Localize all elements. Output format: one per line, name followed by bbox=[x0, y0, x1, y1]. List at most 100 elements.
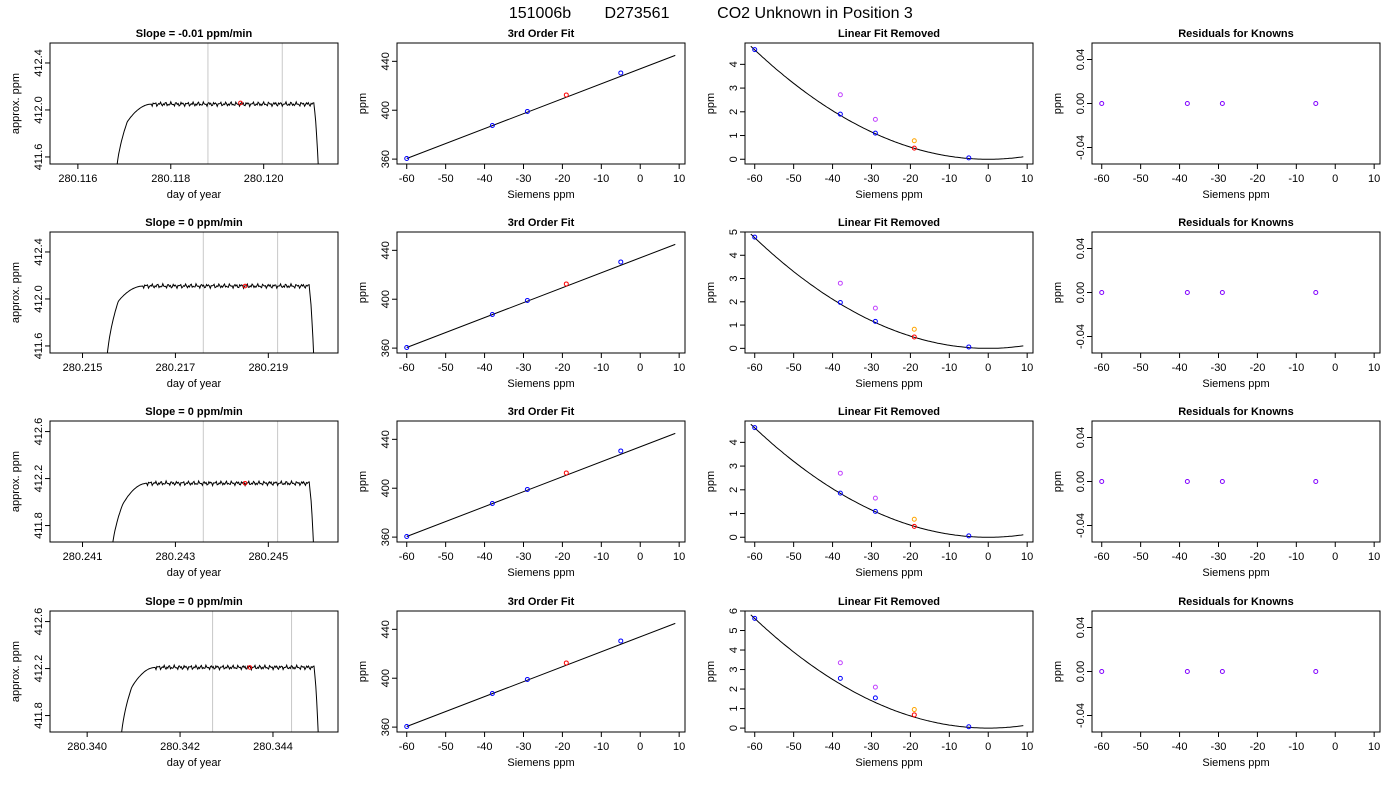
panel-title: 3rd Order Fit bbox=[508, 28, 575, 40]
y-tick-label: 360 bbox=[380, 339, 392, 357]
unknown-sample-point bbox=[911, 334, 917, 340]
known-standard-point bbox=[618, 70, 624, 76]
panel-title: Residuals for Knowns bbox=[1178, 217, 1294, 229]
x-tick-label: -60 bbox=[747, 362, 763, 374]
mean-marker bbox=[238, 100, 243, 106]
x-tick-label: -50 bbox=[438, 173, 454, 185]
x-axis-label: Siemens ppm bbox=[507, 757, 574, 769]
x-axis-label: Siemens ppm bbox=[1202, 189, 1269, 201]
x-tick-label: 10 bbox=[673, 741, 685, 753]
x-tick-label: 0 bbox=[637, 741, 643, 753]
x-tick-label: -10 bbox=[1288, 551, 1304, 563]
x-axis-label: Siemens ppm bbox=[855, 378, 922, 390]
y-tick-label: 400 bbox=[380, 479, 392, 497]
x-tick-label: -10 bbox=[593, 173, 609, 185]
known-standard-point bbox=[872, 318, 878, 324]
x-axis-label: Siemens ppm bbox=[1202, 567, 1269, 579]
residual-point bbox=[1219, 290, 1225, 295]
unknown-sample-point bbox=[911, 523, 917, 529]
known-standard-point bbox=[752, 234, 758, 240]
y-axis-label: approx. ppm bbox=[10, 73, 22, 134]
residual-curve bbox=[750, 423, 1024, 538]
panel-grid: Slope = -0.01 ppm/min 280.116 280.118 280.1… bbox=[10, 28, 1381, 769]
x-axis-label: day of year bbox=[167, 757, 222, 769]
fit-line bbox=[406, 54, 676, 159]
y-tick-label: 1 bbox=[728, 322, 740, 328]
y-tick-label: 3 bbox=[728, 275, 740, 281]
x-tick-label: -40 bbox=[477, 173, 493, 185]
residual-point bbox=[1219, 479, 1225, 484]
x-tick-label: 10 bbox=[1021, 362, 1033, 374]
plot-frame bbox=[49, 231, 339, 354]
x-tick-label: -60 bbox=[747, 741, 763, 753]
x-tick-label: -60 bbox=[1094, 173, 1110, 185]
y-tick-label: 400 bbox=[380, 290, 392, 308]
concentration-trace bbox=[121, 663, 319, 732]
raw-known-point bbox=[872, 495, 878, 501]
x-tick-label: -20 bbox=[554, 173, 570, 185]
x-tick-label: -30 bbox=[516, 362, 532, 374]
x-tick-label: -30 bbox=[864, 741, 880, 753]
panel-r1-c2: 3rd Order Fit -60 -50 -40 -30 -20 -10 0 10 360 400… bbox=[357, 28, 686, 201]
x-tick-label: 280.118 bbox=[151, 173, 190, 185]
known-standard-point bbox=[524, 486, 530, 492]
y-tick-label: 0 bbox=[728, 725, 740, 731]
raw-known-point bbox=[837, 470, 843, 476]
y-axis-label: ppm bbox=[1052, 471, 1064, 492]
x-tick-label: -40 bbox=[825, 741, 841, 753]
known-standard-point bbox=[404, 534, 410, 539]
x-tick-label: -30 bbox=[1211, 362, 1227, 374]
plot-frame bbox=[744, 610, 1034, 733]
fit-line bbox=[406, 622, 676, 727]
plot-area bbox=[404, 622, 676, 729]
x-axis-label: Siemens ppm bbox=[507, 567, 574, 579]
x-tick-label: -20 bbox=[1249, 362, 1265, 374]
known-standard-point bbox=[524, 297, 530, 303]
x-tick-label: -60 bbox=[399, 741, 415, 753]
x-tick-label: -20 bbox=[902, 173, 918, 185]
y-tick-label: 3 bbox=[728, 85, 740, 91]
y-tick-label: 0.00 bbox=[1075, 661, 1087, 682]
x-tick-label: -50 bbox=[786, 173, 802, 185]
panel-r1-c3: Linear Fit Removed -60 -50 -40 -30 -20 -10 0 10 0… bbox=[705, 28, 1034, 201]
x-tick-label: 10 bbox=[1368, 173, 1380, 185]
panel-title: Linear Fit Removed bbox=[838, 406, 940, 418]
x-tick-label: -50 bbox=[786, 362, 802, 374]
known-standard-point bbox=[872, 130, 878, 136]
panel-title: Residuals for Knowns bbox=[1178, 596, 1294, 608]
x-tick-label: 0 bbox=[637, 173, 643, 185]
x-tick-label: -10 bbox=[593, 741, 609, 753]
raw-known-point bbox=[837, 660, 843, 666]
panel-r1-c1: Slope = -0.01 ppm/min 280.116 280.118 280.1… bbox=[10, 28, 339, 201]
x-axis-label: day of year bbox=[167, 567, 222, 579]
x-tick-label: -10 bbox=[941, 741, 957, 753]
y-axis-label: ppm bbox=[357, 93, 369, 114]
known-standard-point bbox=[837, 300, 843, 306]
known-standard-point bbox=[966, 724, 972, 730]
panel-title: Slope = -0.01 ppm/min bbox=[136, 28, 253, 40]
raw-known-point bbox=[872, 116, 878, 122]
x-tick-label: -30 bbox=[1211, 551, 1227, 563]
plot-area bbox=[1099, 101, 1319, 106]
x-tick-label: 280.215 bbox=[63, 362, 103, 374]
y-tick-label: 0.04 bbox=[1075, 238, 1087, 259]
x-tick-label: -60 bbox=[1094, 741, 1110, 753]
x-tick-label: 280.241 bbox=[63, 551, 103, 563]
x-tick-label: 280.344 bbox=[253, 741, 293, 753]
y-tick-label: 411.6 bbox=[33, 333, 45, 360]
y-tick-label: 4 bbox=[728, 61, 740, 67]
fit-line bbox=[406, 432, 676, 537]
y-tick-label: 411.8 bbox=[33, 702, 45, 729]
known-standard-point bbox=[966, 533, 972, 539]
known-standard-point bbox=[872, 508, 878, 514]
x-tick-label: 10 bbox=[1021, 551, 1033, 563]
x-tick-label: 280.245 bbox=[248, 551, 288, 563]
x-tick-label: 10 bbox=[1368, 362, 1380, 374]
y-tick-label: 1 bbox=[728, 510, 740, 516]
y-tick-label: 400 bbox=[380, 669, 392, 687]
panel-r3-c4: Residuals for Knowns -60 -50 -40 -30 -20 -10 0 1… bbox=[1052, 406, 1381, 579]
plot-area bbox=[121, 611, 319, 732]
x-tick-label: 0 bbox=[1332, 551, 1338, 563]
plot-frame bbox=[396, 420, 686, 543]
x-tick-label: -30 bbox=[516, 173, 532, 185]
